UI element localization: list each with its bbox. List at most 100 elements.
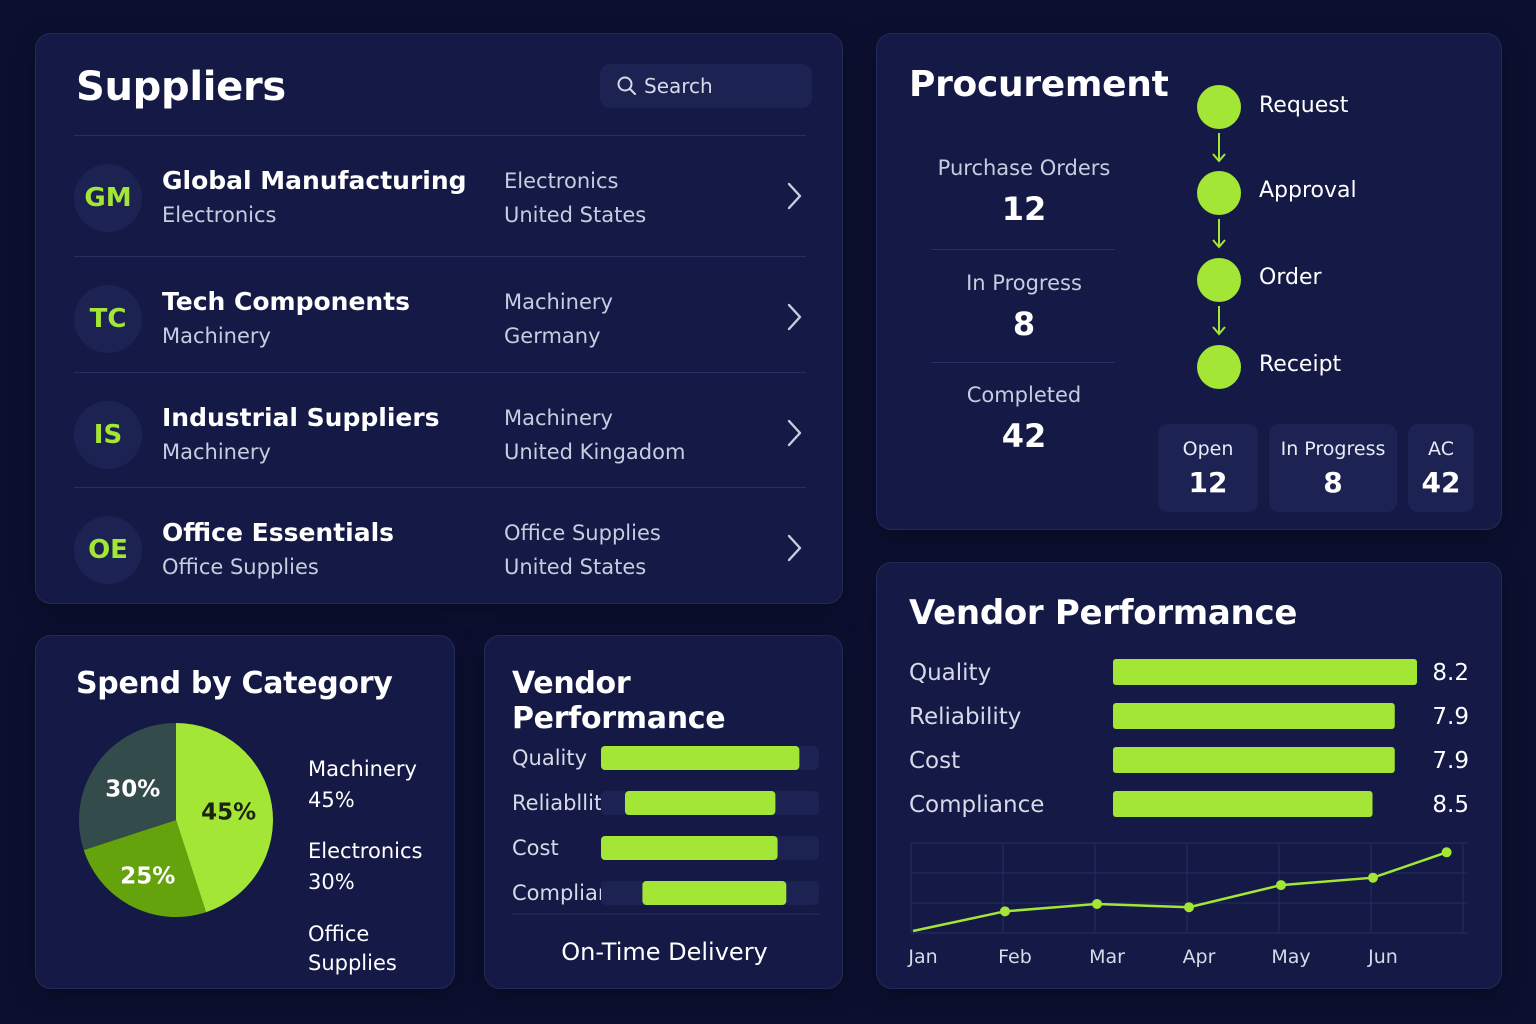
x-tick-label: Jun (1367, 946, 1398, 968)
status-box-value: 42 (1421, 466, 1461, 499)
search-input[interactable]: Search (600, 64, 812, 108)
supplier-row[interactable]: OE Office Essentials Office Supplies Off… (74, 487, 806, 603)
pie-slice-label: 45% (201, 800, 256, 826)
avatar: OE (74, 516, 142, 584)
pie-slice-label: 25% (120, 863, 175, 889)
pie-slice-electronics (78, 723, 176, 850)
avatar: GM (74, 164, 142, 232)
supplier-type: Electronics (504, 169, 619, 193)
legend-value: 30% (308, 870, 355, 894)
data-point (1184, 902, 1194, 913)
legend-value: 45% (308, 788, 355, 812)
chevron-right-icon[interactable] (786, 182, 802, 210)
stat-value: 8 (1012, 305, 1036, 343)
spend-title: Spend by Category (76, 666, 393, 701)
search-icon (617, 76, 636, 95)
bar-value: 8.5 (1432, 792, 1469, 818)
x-tick-label: Jan (907, 946, 937, 968)
bar-value: 7.9 (1432, 748, 1469, 774)
x-tick-label: Feb (998, 946, 1032, 968)
supplier-category: Machinery (162, 440, 271, 464)
search-placeholder: Search (644, 74, 713, 98)
data-point (1000, 906, 1010, 917)
x-tick-label: Apr (1183, 946, 1216, 968)
supplier-name: Tech Components (162, 287, 411, 316)
step-label-request: Request (1259, 93, 1349, 118)
divider (931, 362, 1115, 363)
arrow-down-icon (1212, 219, 1226, 249)
bar-value: 8.2 (1432, 660, 1469, 686)
bar (642, 881, 787, 905)
supplier-row[interactable]: GM Global Manufacturing Electronics Elec… (74, 135, 806, 251)
status-box-label: Open (1182, 438, 1234, 460)
avatar: IS (74, 401, 142, 469)
step-label-order: Order (1259, 265, 1322, 290)
vendor-performance-large-panel: Quality 8.2 Reliability 7.9 Cost 7.9 Complianc… (876, 562, 1502, 989)
supplier-country: United States (504, 203, 647, 227)
vendor-performance-small-title: Vendor Performance (512, 666, 726, 736)
status-box-in-progress[interactable]: In Progress 8 (1269, 424, 1397, 512)
pie-slice-office-supplies (83, 820, 206, 917)
stat-completed: Completed 42 (931, 383, 1117, 455)
step-dot-request (1197, 85, 1241, 129)
vendor-performance-small-panel: Quality Reliabllity Cost Compliance Vendor … (484, 635, 843, 989)
supplier-country: United States (504, 555, 647, 579)
legend-value: Supplies (308, 951, 397, 975)
bar-label: Quality (909, 660, 991, 686)
supplier-type: Office Supplies (504, 521, 661, 545)
status-box-open[interactable]: Open 12 (1158, 424, 1258, 512)
bar (1113, 703, 1395, 729)
x-tick-label: May (1271, 946, 1310, 968)
supplier-row[interactable]: TC Tech Components Machinery Machinery G… (74, 256, 806, 372)
supplier-name: Industrial Suppliers (162, 403, 440, 432)
spend-panel: Spend by Category 45% 25% 30% Machinery 45… (35, 635, 455, 989)
bar-label: Cost (512, 836, 559, 860)
bar (1113, 747, 1395, 773)
pie-slice-machinery (176, 723, 274, 913)
data-point (1276, 880, 1286, 891)
stat-label: In Progress (966, 271, 1082, 295)
step-dot-approval (1197, 171, 1241, 215)
procurement-panel: Procurement Purchase Orders 12 In Progre… (876, 33, 1502, 530)
divider (931, 249, 1115, 250)
arrow-down-icon (1212, 306, 1226, 336)
data-point (1368, 872, 1378, 883)
legend-label: Electronics (308, 839, 423, 863)
chevron-right-icon[interactable] (786, 419, 802, 447)
stat-value: 12 (1001, 190, 1047, 228)
step-dot-receipt (1197, 345, 1241, 389)
data-point (1092, 898, 1102, 909)
supplier-category: Office Supplies (162, 555, 319, 579)
series-line (912, 851, 1448, 933)
stat-in-progress: In Progress 8 (931, 271, 1117, 343)
bar (601, 746, 800, 770)
bar-label: Reliability (909, 704, 1021, 730)
pie-chart: 45% 25% 30% (78, 723, 274, 917)
status-box-value: 12 (1188, 466, 1228, 499)
avatar: TC (74, 285, 142, 353)
supplier-type: Machinery (504, 290, 613, 314)
chevron-right-icon[interactable] (786, 534, 802, 562)
supplier-type: Machinery (504, 406, 613, 430)
arrow-down-icon (1212, 133, 1226, 163)
step-label-approval: Approval (1259, 178, 1357, 203)
x-tick-label: Mar (1089, 946, 1125, 968)
supplier-name: Global Manufacturing (162, 166, 467, 195)
on-time-delivery-label[interactable]: On-Time Delivery (561, 938, 768, 966)
supplier-country: United Kingadom (504, 440, 686, 464)
data-point (1441, 847, 1452, 858)
legend-item-machinery: Machinery 45% (308, 754, 417, 816)
bar-label: Quality (512, 746, 587, 770)
chevron-right-icon[interactable] (786, 303, 802, 331)
bar-label: Compliance (909, 792, 1044, 818)
vendor-performance-large-title: Vendor Performance (909, 593, 1298, 633)
status-box-ac[interactable]: AC 42 (1408, 424, 1474, 512)
vendor-performance-large-chart: Quality 8.2 Reliability 7.9 Cost 7.9 Complianc… (907, 659, 1469, 968)
step-label-receipt: Receipt (1259, 352, 1342, 377)
bar (624, 791, 776, 815)
bar (601, 836, 778, 860)
procurement-title: Procurement (909, 64, 1169, 105)
supplier-row[interactable]: IS Industrial Suppliers Machinery Machin… (74, 372, 806, 488)
stat-purchase-orders: Purchase Orders 12 (931, 156, 1117, 228)
